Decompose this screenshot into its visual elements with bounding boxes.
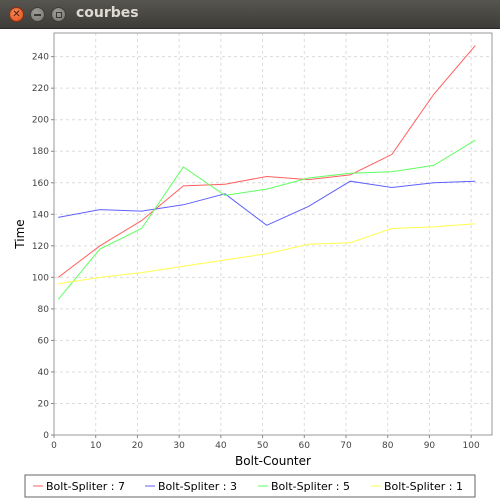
window-title: courbes — [76, 5, 139, 21]
x-tick-label: 50 — [257, 441, 269, 451]
plot-frame — [53, 32, 493, 436]
series-line-4 — [58, 223, 476, 285]
x-tick-label: 90 — [424, 441, 436, 451]
title-bar[interactable]: ✕ courbes — [0, 0, 500, 29]
y-tick-label: 220 — [32, 84, 49, 94]
grid-lines — [53, 33, 492, 436]
x-axis-label: Bolt-Counter — [235, 454, 311, 468]
y-tick-label: 20 — [38, 399, 50, 409]
legend-entry: Bolt-Spliter : 3 — [158, 480, 237, 493]
x-tick-label: 100 — [463, 441, 480, 451]
x-tick-label: 20 — [132, 441, 144, 451]
series-line-3 — [57, 139, 476, 300]
series-lines — [57, 45, 476, 300]
y-tick-label: 0 — [43, 431, 49, 441]
legend-entry: Bolt-Spliter : 5 — [271, 480, 350, 493]
y-axis-label: Time — [13, 219, 27, 249]
legend: Bolt-Spliter : 7 Bolt-Spliter : 3 Bolt-Spl… — [24, 474, 476, 498]
x-tick-label: 10 — [90, 441, 102, 451]
x-tick-label: 30 — [173, 441, 185, 451]
x-tick-label: 70 — [340, 441, 352, 451]
x-tick-label: 60 — [299, 441, 311, 451]
y-tick-label: 120 — [32, 242, 49, 252]
chart-panel: 0 10 20 30 40 50 60 70 80 90 100 0 20 40 60 80 100 120 140… — [0, 29, 500, 500]
y-tick-label: 180 — [32, 147, 49, 157]
legend-entry: Bolt-Spliter : 7 — [46, 480, 125, 493]
y-tick-label: 100 — [32, 273, 49, 283]
y-tick-label: 200 — [32, 116, 49, 126]
series-line-2 — [58, 180, 476, 226]
x-tick-label: 40 — [215, 441, 227, 451]
series-line-1 — [57, 45, 476, 278]
y-tick-label: 160 — [32, 179, 49, 189]
line-chart: 0 10 20 30 40 50 60 70 80 90 100 0 20 40 60 80 100 120 140… — [13, 32, 493, 498]
maximize-icon[interactable] — [51, 7, 66, 22]
x-tick-label: 0 — [51, 441, 57, 451]
y-tick-label: 40 — [38, 368, 50, 378]
legend-box — [24, 474, 476, 498]
y-tick-label: 60 — [38, 336, 50, 346]
y-tick-label: 140 — [32, 210, 49, 220]
close-icon[interactable]: ✕ — [9, 7, 24, 22]
x-tick-label: 80 — [382, 441, 394, 451]
axes: 0 10 20 30 40 50 60 70 80 90 100 0 20 40 60 80 100 120 140… — [32, 53, 480, 451]
y-tick-label: 80 — [38, 305, 50, 315]
y-tick-label: 240 — [32, 53, 49, 63]
legend-entry: Bolt-Spliter : 1 — [384, 480, 463, 493]
minimize-icon[interactable] — [30, 7, 45, 22]
